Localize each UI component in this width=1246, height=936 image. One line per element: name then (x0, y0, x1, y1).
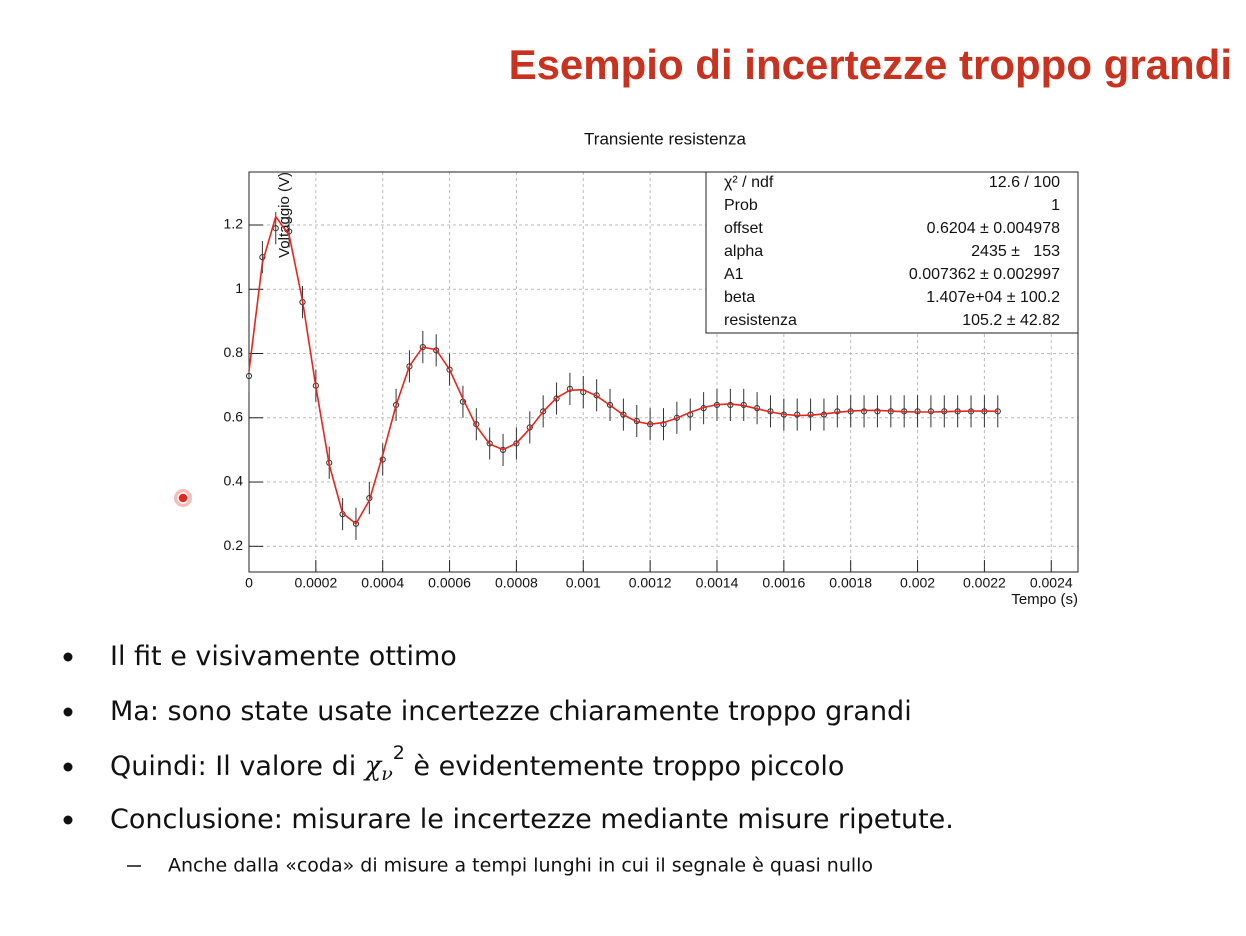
chart-title: Transiente resistenza (584, 129, 746, 148)
x-tick-label: 0.0004 (361, 575, 404, 591)
data-point (566, 385, 574, 392)
data-point (433, 347, 440, 354)
x-tick-label: 0.0018 (829, 575, 872, 591)
stats-label: offset (724, 220, 763, 237)
y-tick-label: 0.6 (224, 408, 244, 424)
bullet-text: Il fit e visivamente ottimo (110, 641, 457, 672)
x-tick-label: 0.002 (900, 575, 935, 591)
data-point (620, 411, 627, 418)
bullet-text: Quindi: Il valore di χν2 è evidentemente… (110, 742, 844, 786)
stats-box (705, 171, 1079, 334)
stats-value: 12.6 / 100 (989, 174, 1060, 191)
y-tick-label: 0.2 (224, 537, 244, 553)
stats-label: χ² / ndf (724, 174, 774, 191)
bullet-part: Ma: sono state usate incertezze chiarame… (110, 696, 912, 727)
bullet-dot (63, 652, 73, 662)
bullet-part: χ (363, 751, 383, 782)
data-point (540, 408, 547, 415)
sub-bullet-text: Anche dalla «coda» di misure a tempi lun… (168, 855, 873, 877)
data-point (406, 363, 413, 370)
bullet-dot (63, 815, 73, 825)
slide-title: Esempio di incertezze troppo grandi (509, 41, 1232, 88)
bullet-part: 2 (393, 742, 405, 764)
x-axis-label: Tempo (s) (1011, 591, 1078, 608)
stats-label: resistenza (724, 312, 797, 329)
bullet-part: Conclusione: misurare le incertezze medi… (110, 804, 954, 835)
bullet-text: Conclusione: misurare le incertezze medi… (110, 804, 954, 835)
stats-label: beta (724, 289, 755, 306)
x-tick-label: 0.0022 (963, 575, 1006, 591)
data-point (446, 366, 453, 373)
x-tick-label: 0 (245, 575, 253, 591)
y-tick-label: 0.4 (224, 473, 244, 489)
data-point (660, 421, 667, 428)
x-tick-label: 0.0024 (1030, 575, 1073, 591)
stats-value: 0.007362 ± 0.002997 (909, 266, 1060, 283)
data-point (486, 440, 493, 447)
x-tick-label: 0.0002 (294, 575, 337, 591)
x-tick-label: 0.0016 (762, 575, 805, 591)
x-tick-label: 0.0014 (696, 575, 739, 591)
data-point (259, 254, 266, 261)
data-point (526, 424, 533, 431)
stats-value: 1.407e+04 ± 100.2 (926, 289, 1060, 306)
stats-label: A1 (724, 266, 744, 283)
y-tick-label: 1 (235, 280, 243, 296)
stats-value: 0.6204 ± 0.004978 (927, 220, 1060, 237)
stats-label: alpha (724, 243, 763, 260)
data-point (606, 401, 614, 409)
bullet-part: è evidentemente troppo piccolo (405, 751, 845, 782)
x-tick-label: 0.001 (566, 575, 601, 591)
bullet-text: Ma: sono state usate incertezze chiarame… (110, 696, 912, 727)
x-tick-label: 0.0012 (629, 575, 672, 591)
data-point (245, 372, 253, 380)
bullet-part: ν (381, 763, 393, 785)
y-tick-label: 0.8 (224, 344, 244, 360)
data-point (553, 395, 560, 402)
stats-value: 1 (1051, 197, 1060, 214)
stats-value: 2435 ± 153 (971, 243, 1060, 260)
bullet-part: Quindi: Il valore di (110, 751, 365, 782)
data-point (860, 408, 868, 415)
fit-curve (248, 214, 998, 526)
bullet-dot (63, 707, 73, 717)
x-tick-label: 0.0008 (495, 575, 538, 591)
bullet-dot (63, 762, 73, 772)
data-point (513, 440, 520, 447)
stats-value: 105.2 ± 42.82 (962, 312, 1060, 329)
bullet-part: Il fit e visivamente ottimo (110, 641, 457, 672)
x-tick-label: 0.0006 (428, 575, 471, 591)
data-point (499, 446, 507, 454)
cursor (177, 492, 189, 504)
data-point (352, 520, 360, 527)
y-tick-label: 1.2 (224, 216, 244, 232)
data-point (874, 408, 881, 415)
stats-label: Prob (724, 197, 758, 214)
